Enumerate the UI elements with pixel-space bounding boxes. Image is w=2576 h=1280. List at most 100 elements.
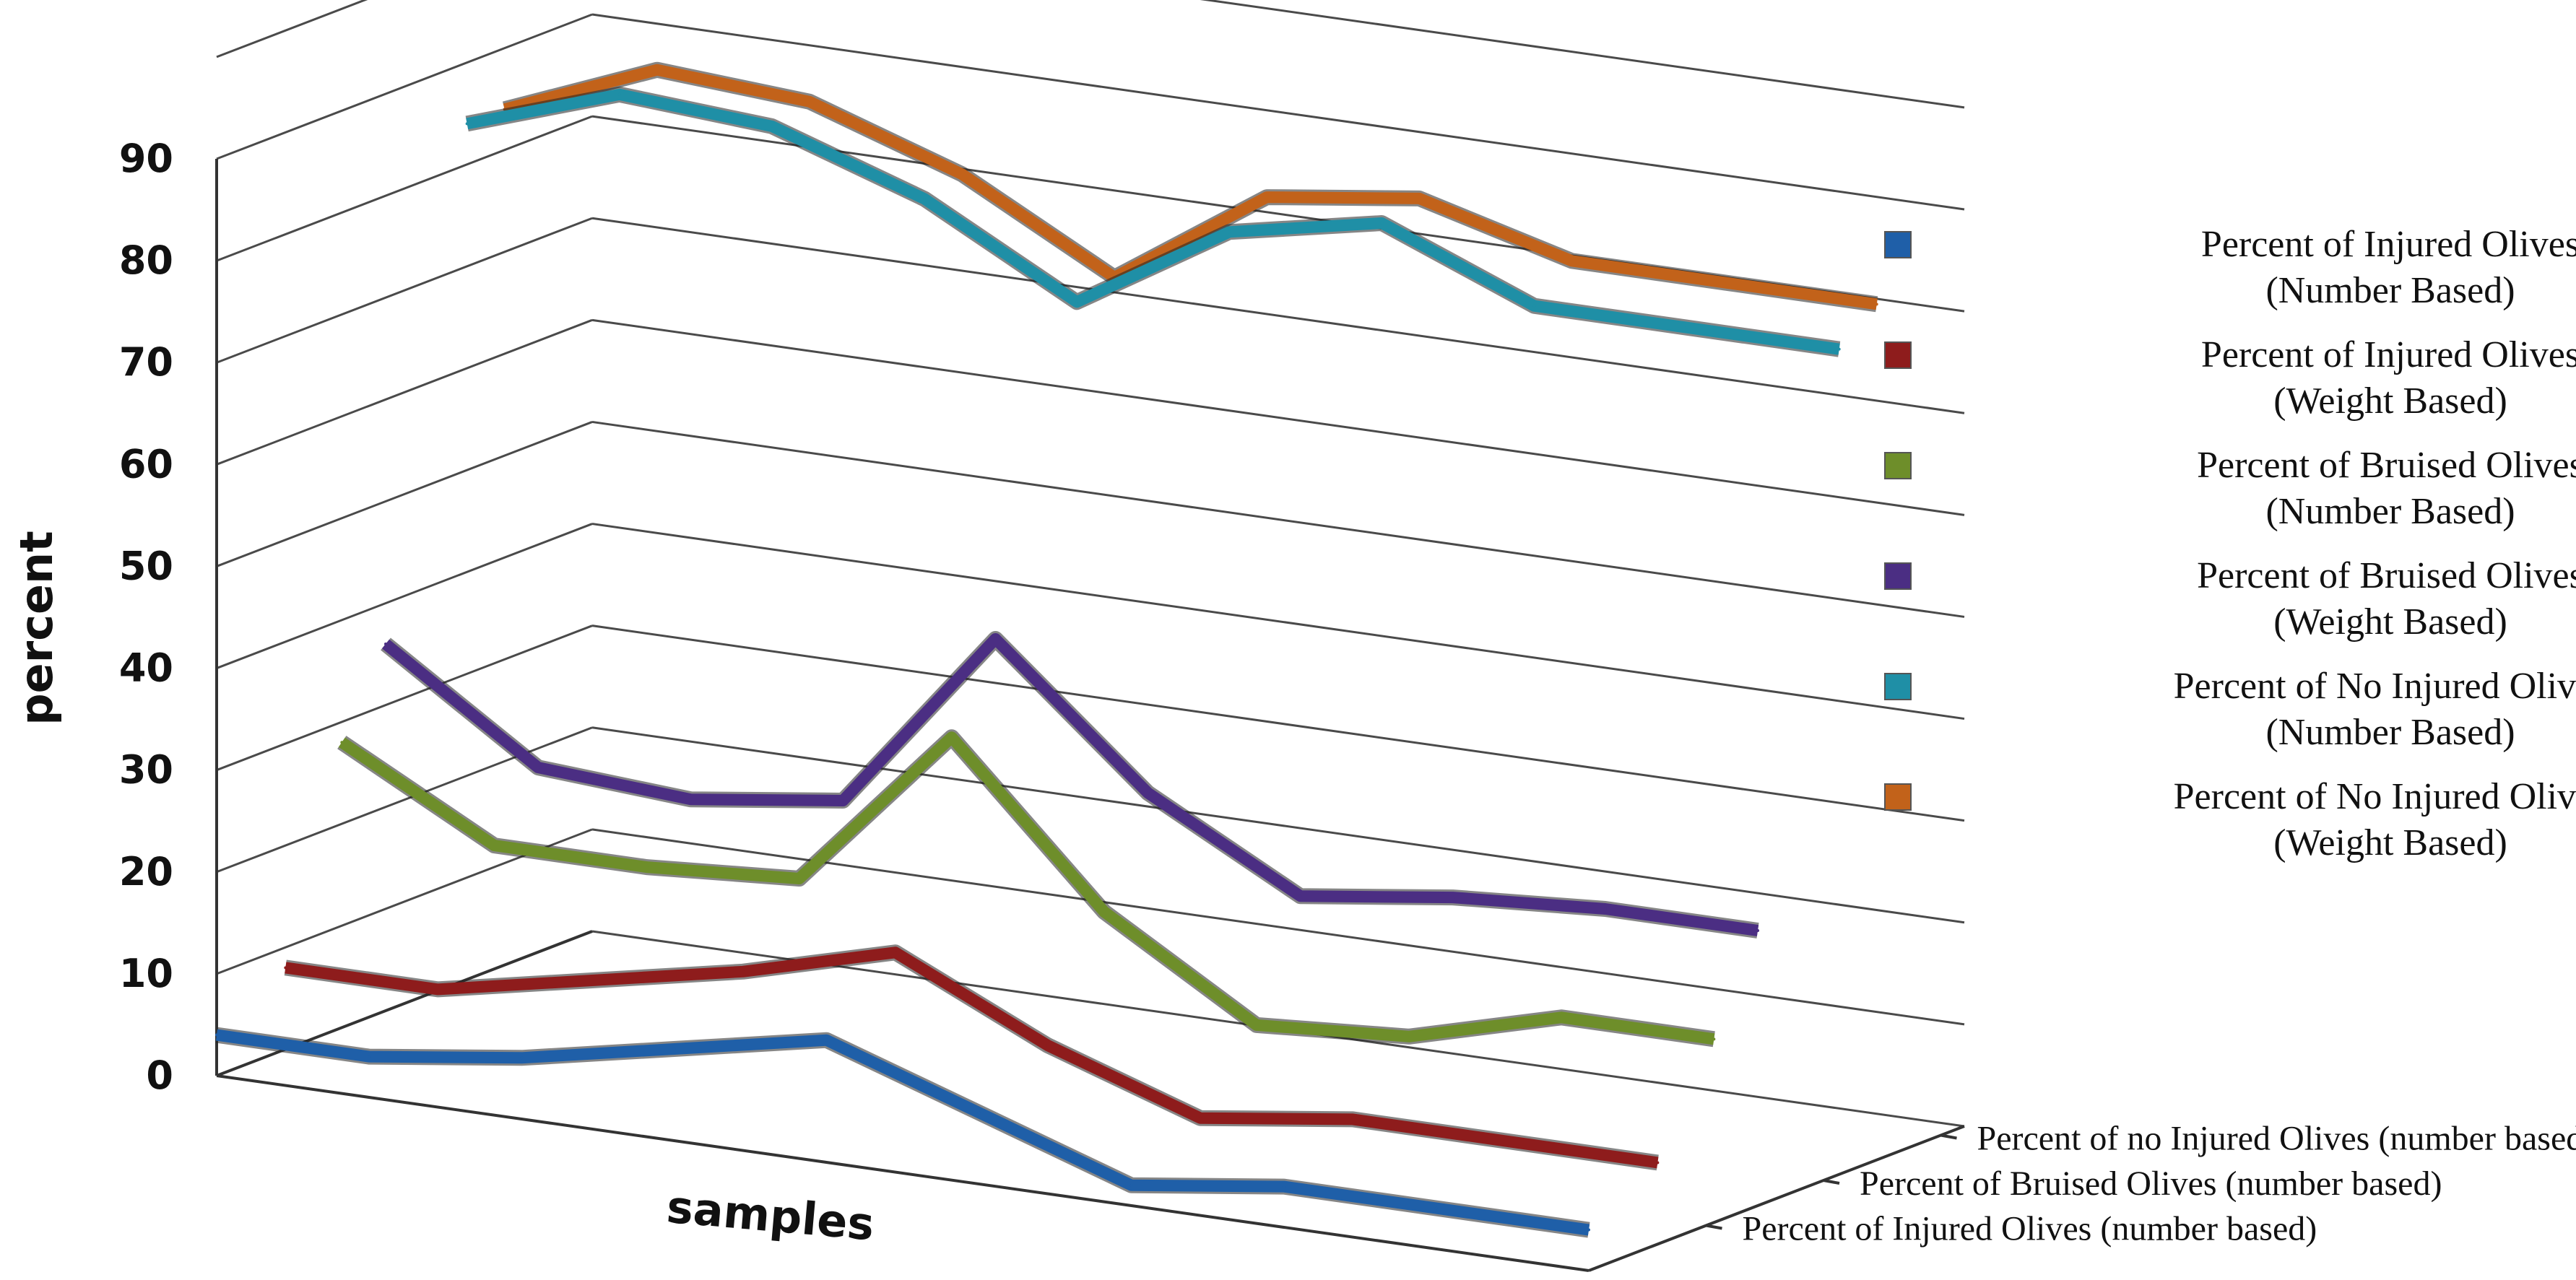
gridline-left-wall [216,624,593,772]
data-point [950,736,953,739]
legend-swatch [1884,562,1912,590]
gridline-left-wall [216,318,593,466]
gridline-left-wall [216,217,593,364]
series-line [503,64,1878,310]
legend-label: Percent of Bruised Olives [2197,445,2576,486]
data-point [1075,300,1079,304]
data-point [1351,1118,1355,1121]
y-tick-label: 40 [119,645,173,691]
x-axis-line [216,1074,1590,1272]
data-point [672,1048,676,1050]
data-point [1656,1161,1660,1164]
legend-label: Percent of No Injured Olives [2174,776,2576,817]
legend-label-sub: (Number Based) [2265,712,2515,753]
y-tick-label: 10 [119,951,173,996]
legend-label: Percent of Injured Olives [2201,334,2576,375]
y-tick-label: 80 [119,238,173,283]
data-point [1570,259,1574,263]
data-point [1722,281,1726,284]
series-lines [215,61,1878,1238]
series-line-shadow [381,631,1759,939]
data-point [340,741,344,744]
legend-label-sub: (Number Based) [2265,270,2515,311]
gridline-left-wall [216,13,593,160]
legend-label-sub: (Weight Based) [2273,601,2507,643]
data-point [770,124,773,128]
depth-axis-label: Percent of Injured Olives (number based) [1743,1210,2317,1248]
gridline-back-wall [591,13,1965,211]
data-point [368,1055,371,1058]
data-point [1532,304,1536,308]
legend-label-sub: (Weight Based) [2273,380,2507,422]
data-point [1712,1037,1716,1041]
axes [215,159,1965,1272]
grid-lines [216,0,1965,1128]
data-point [1603,907,1607,910]
data-point [493,844,496,848]
y-tick-label: 0 [146,1053,173,1098]
data-point [1408,1035,1411,1038]
series-line [338,731,1715,1045]
y-tick-label: 50 [119,543,173,588]
data-point [1451,896,1454,900]
data-point [923,197,926,201]
gridline-top-left [216,0,368,58]
data-point [797,877,801,880]
data-point [1756,929,1759,932]
gridline-back-wall [591,523,1965,720]
data-point [893,951,897,954]
data-point [655,68,659,71]
series-line-shadow [465,86,1841,357]
gridline-back-wall [591,420,1965,618]
data-point [1560,1016,1564,1019]
gridline-back-wall [591,318,1965,516]
data-point [977,1111,981,1115]
legend: Percent of Injured Olives (Number Based) P… [1884,224,2576,863]
data-point [841,799,845,802]
data-point [1837,347,1841,351]
data-point [994,637,997,640]
data-point [1875,302,1878,306]
data-point [1504,1139,1507,1143]
series-line [285,946,1659,1169]
gridline-left-wall [216,115,593,262]
legend-label-sub: (Number Based) [2265,491,2515,532]
gridline-back-wall [591,726,1965,924]
data-point [1102,910,1106,913]
data-point [1199,1116,1202,1120]
legend-swatch [1884,673,1912,700]
y-tick-label: 70 [119,339,173,385]
legend-swatch [1884,452,1912,479]
depth-tick [1706,1224,1722,1230]
data-point [436,988,440,991]
data-point [689,798,693,801]
series-line-shadow [502,61,1878,313]
data-point [537,766,540,770]
gridline-top-back [1200,0,1965,109]
depth-axis-label: Percent of no Injured Olives (number bas… [1977,1120,2576,1158]
legend-label-sub: (Weight Based) [2273,822,2507,863]
data-point [384,643,387,645]
y-tick-labels: 0 10 20 30 40 50 60 70 80 90 [119,136,173,1098]
legend-label: Percent of Bruised Olives [2197,555,2576,596]
series-line [215,1029,1590,1236]
data-point [1265,196,1269,199]
data-point [1418,196,1421,200]
data-point [617,92,621,96]
data-point [1282,1185,1285,1188]
y-tick-label: 20 [119,849,173,894]
legend-swatch [1884,341,1912,369]
data-point [1129,1183,1133,1187]
legend-swatch [1884,783,1912,811]
data-point [1046,1044,1049,1048]
data-point [960,173,963,176]
gridline-left-wall [216,421,593,567]
y-tick-label: 30 [119,747,173,793]
legend-swatch [1884,231,1912,258]
x-axis-title: samples [664,1180,876,1251]
depth-tick [1940,1133,1957,1140]
data-point [1228,230,1231,234]
data-point [1380,222,1384,225]
y-axis-title: percent [10,531,63,726]
